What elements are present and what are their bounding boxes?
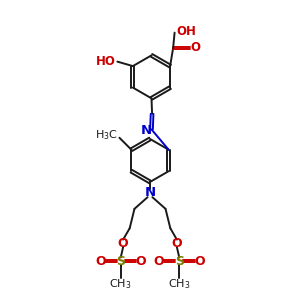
Text: O: O [190, 41, 200, 54]
Text: S: S [175, 255, 184, 268]
Text: O: O [194, 255, 205, 268]
Text: O: O [136, 255, 146, 268]
Text: N: N [141, 124, 152, 137]
Text: O: O [172, 237, 182, 250]
Text: O: O [95, 255, 106, 268]
Text: O: O [154, 255, 164, 268]
Text: OH: OH [176, 25, 196, 38]
Text: H$_3$C: H$_3$C [95, 128, 119, 142]
Text: O: O [118, 237, 128, 250]
Text: HO: HO [96, 55, 116, 68]
Text: CH$_3$: CH$_3$ [168, 277, 190, 291]
Text: CH$_3$: CH$_3$ [110, 277, 132, 291]
Text: N: N [144, 186, 156, 199]
Text: S: S [116, 255, 125, 268]
